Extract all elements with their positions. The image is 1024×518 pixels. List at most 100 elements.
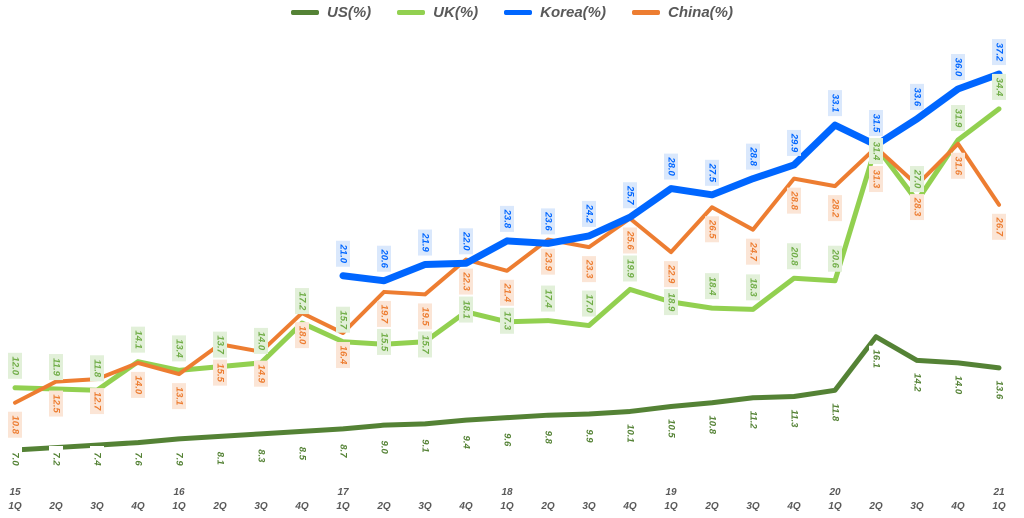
data-label-bg [828, 399, 842, 426]
x-tick-quarter: 2Q [704, 501, 719, 512]
data-label-bg [336, 342, 350, 369]
data-label: 11.2 [746, 406, 760, 433]
x-tick-quarter: 4Q [294, 501, 309, 512]
data-label: 25.7 [623, 182, 637, 209]
data-label: 29.9 [787, 129, 801, 156]
x-tick-quarter: 1Q [336, 501, 350, 512]
data-label-bg [910, 194, 924, 221]
data-label-text: 24.2 [584, 204, 595, 224]
data-label-bg [295, 322, 309, 349]
data-label-text: 9.9 [584, 429, 595, 443]
data-label-bg [664, 415, 678, 442]
data-label-bg [49, 390, 63, 417]
data-label-bg [910, 166, 924, 193]
data-label-bg [910, 369, 924, 396]
data-label-text: 7.2 [51, 452, 62, 466]
data-label-text: 26.7 [994, 217, 1005, 237]
data-label-text: 13.6 [994, 381, 1005, 400]
data-label-text: 28.8 [789, 190, 800, 210]
data-label: 15.5 [213, 359, 227, 386]
data-label-text: 15.7 [420, 335, 431, 354]
data-label-text: 10.8 [10, 415, 21, 434]
data-label-text: 8.1 [215, 452, 226, 465]
data-label-bg [459, 268, 473, 295]
data-label: 11.3 [787, 405, 801, 432]
data-label-bg [828, 195, 842, 222]
data-label: 14.2 [910, 369, 924, 396]
data-label-text: 9.1 [420, 439, 431, 452]
data-label: 13.1 [172, 383, 186, 410]
data-label: 22.3 [459, 268, 473, 295]
data-label-bg [49, 354, 63, 381]
data-label-bg [213, 445, 227, 472]
data-label-text: 18.0 [297, 326, 308, 345]
legend-item: US(%) [290, 4, 372, 21]
data-label-bg [500, 205, 514, 232]
data-label-text: 17.0 [584, 294, 595, 313]
legend-item: UK(%) [397, 4, 478, 21]
legend-swatch [632, 10, 661, 15]
data-label: 8.1 [213, 445, 227, 472]
data-label-text: 18.1 [461, 300, 472, 319]
series-line [339, 70, 1003, 285]
data-label: 17.0 [582, 290, 596, 317]
data-label: 21.0 [336, 240, 350, 267]
data-label: 9.1 [418, 432, 432, 459]
data-label: 18.3 [746, 274, 760, 301]
x-tick-quarter: 3Q [910, 501, 924, 512]
data-label-text: 31.3 [871, 170, 882, 189]
data-label: 16.4 [336, 342, 350, 369]
x-tick-quarter: 4Q [786, 501, 801, 512]
x-tick-year: 19 [665, 487, 677, 498]
data-label: 25.6 [623, 227, 637, 254]
data-label: 14.9 [254, 360, 268, 387]
data-label-text: 28.2 [830, 198, 841, 218]
x-tick-quarter: 3Q [582, 501, 596, 512]
data-label: 27.0 [910, 166, 924, 193]
x-tick-year: 20 [828, 487, 841, 498]
data-label-text: 14.1 [133, 330, 144, 349]
data-label-bg [787, 187, 801, 214]
x-tick-quarter: 4Q [130, 501, 145, 512]
legend-label: US(%) [326, 4, 372, 21]
data-label-bg [336, 240, 350, 267]
data-label: 19.7 [377, 300, 391, 327]
data-label: 11.8 [828, 399, 842, 426]
data-label-bg [705, 273, 719, 300]
x-tick-quarter: 1Q [664, 501, 678, 512]
data-label-text: 36.0 [953, 58, 964, 77]
data-label: 9.9 [582, 422, 596, 449]
data-label: 9.0 [377, 434, 391, 461]
x-tick-quarter: 2Q [868, 501, 883, 512]
data-label-text: 23.3 [584, 259, 595, 279]
data-label: 28.3 [910, 194, 924, 221]
data-label: 7.6 [131, 446, 145, 472]
data-label-bg [623, 227, 637, 254]
data-label: 19.9 [623, 255, 637, 282]
data-label: 14.0 [951, 371, 965, 398]
data-label-text: 19.9 [625, 259, 636, 278]
data-label-bg [90, 355, 104, 382]
legend-label: UK(%) [433, 4, 479, 21]
data-label: 28.2 [828, 195, 842, 222]
data-label-text: 27.0 [912, 169, 923, 189]
data-label: 7.4 [90, 446, 104, 472]
data-label-text: 14.0 [256, 332, 267, 351]
legend-item: China(%) [632, 4, 733, 21]
data-label-text: 22.3 [461, 271, 472, 291]
data-label: 23.6 [541, 208, 555, 235]
data-label-bg [664, 261, 678, 288]
data-label-bg [746, 238, 760, 265]
data-label-text: 13.7 [215, 335, 226, 354]
data-label: 31.4 [869, 138, 883, 165]
data-label: 26.5 [705, 216, 719, 243]
data-label: 11.8 [90, 355, 104, 382]
data-label: 14.0 [131, 371, 145, 398]
data-label-text: 23.8 [502, 209, 513, 229]
data-label-text: 37.2 [994, 43, 1005, 62]
legend-swatch [504, 10, 533, 15]
data-label-bg [500, 426, 514, 453]
data-label-text: 17.4 [543, 289, 554, 308]
data-label-bg [582, 290, 596, 317]
